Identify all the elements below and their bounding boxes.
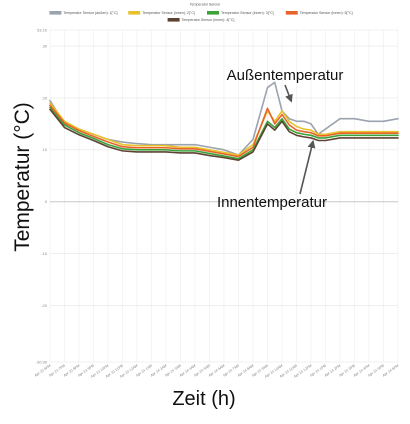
chart-legend: Temperatur Sensor (außen): 1[°C] Temperat… [49,11,353,22]
chart-annotations: Außentemperatur Innentemperatur [217,67,343,211]
y-tick-label: -30.90 [36,359,48,364]
series-line [49,102,399,156]
series-line [49,81,399,156]
legend-swatch [285,11,298,15]
annotation-arrow-outdoor [284,84,293,103]
series-line [49,106,399,160]
legend-item[interactable]: Temperatur Sensor (innen): 5[°C] [285,11,353,15]
legend-label: Temperatur Sensor (innen): 5[°C] [300,11,353,15]
legend-label: Temperatur Sensor (innen): 4[°C] [182,18,235,22]
y-tick-label: -10 [41,251,48,256]
chart-title: Temperatur Sensor [190,3,221,7]
y-tick-label: 30 [43,43,48,48]
legend-swatch [167,18,180,22]
y-tick-label: 20 [43,95,48,100]
y-tick-label: 0 [45,199,48,204]
legend-swatch [128,11,141,15]
annotation-indoor: Innentemperatur [217,194,327,211]
legend-item[interactable]: Temperatur Sensor (innen): 4[°C] [167,18,235,22]
x-axis-label: Zeit (h) [172,388,235,410]
legend-swatch [49,11,62,15]
y-axis-label: Temperatur (°C) [11,102,34,252]
chart-grid [49,29,399,363]
y-tick-label: 10 [43,147,48,152]
x-tick-label: Apr 24 6PM [382,364,400,378]
y-axis: 33.10 30 20 10 0 -10 -20 -30.90 [36,27,48,364]
legend-item[interactable]: Temperatur Sensor (außen): 1[°C] [49,11,118,15]
chart-series [49,81,399,162]
annotation-arrow-indoor [299,139,316,195]
legend-label: Temperatur Sensor (innen): 2[°C] [142,11,195,15]
legend-item[interactable]: Temperatur Sensor (innen): 2[°C] [128,11,195,15]
series-line [49,108,399,162]
y-tick-label: -20 [41,303,48,308]
legend-swatch [207,11,219,15]
legend-item[interactable]: Temperatur Sensor (innen): 3[°C] [207,11,274,15]
legend-label: Temperatur Sensor (außen): 1[°C] [63,11,117,15]
series-line [49,104,399,158]
annotation-outdoor: Außentemperatur [227,67,344,84]
legend-label: Temperatur Sensor (innen): 3[°C] [221,11,274,15]
y-tick-label: 33.10 [37,27,48,32]
